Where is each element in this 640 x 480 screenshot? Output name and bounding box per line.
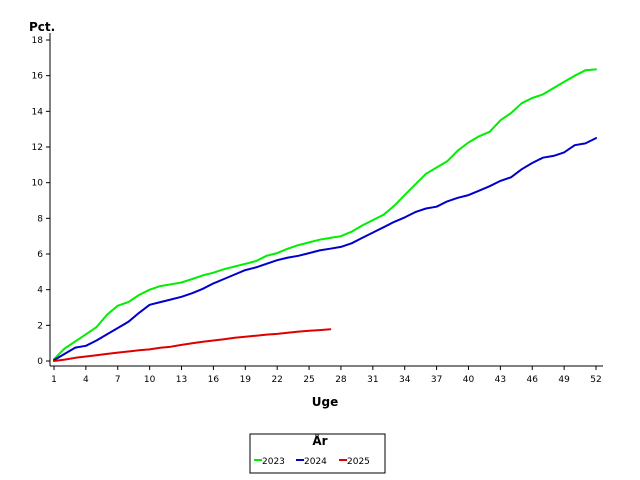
legend-title: År <box>312 433 327 448</box>
x-tick-label: 4 <box>83 375 89 385</box>
x-tick-label: 49 <box>558 375 570 385</box>
x-tick-label: 28 <box>335 375 347 385</box>
series-line-2024 <box>53 137 597 362</box>
x-tick-label: 22 <box>271 375 282 385</box>
x-tick-label: 37 <box>431 375 442 385</box>
plot-frame <box>49 33 603 367</box>
x-tick-label: 13 <box>176 375 187 385</box>
y-tick-label: 4 <box>37 286 43 296</box>
x-tick-label: 46 <box>527 375 539 385</box>
x-tick-label: 34 <box>399 375 411 385</box>
y-axis-ticks: 0 2 4 6 8 10 12 14 16 18 <box>32 36 50 367</box>
y-tick-label: 16 <box>32 72 44 82</box>
legend-box <box>249 433 386 474</box>
y-tick-label: 18 <box>32 36 44 46</box>
y-axis-title: Pct. <box>29 20 55 34</box>
x-axis-title: Uge <box>312 395 338 409</box>
x-tick-label: 10 <box>144 375 156 385</box>
x-tick-label: 19 <box>240 375 252 385</box>
x-tick-label: 40 <box>463 375 475 385</box>
x-tick-label: 7 <box>115 375 121 385</box>
y-tick-label: 0 <box>37 357 43 367</box>
x-tick-label: 25 <box>303 375 314 385</box>
x-tick-label: 31 <box>367 375 378 385</box>
x-axis-ticks: 1 4 7 10 13 16 19 22 25 28 31 34 37 40 43 46 49 52 <box>51 366 602 385</box>
x-tick-label: 1 <box>51 375 57 385</box>
x-tick-label: 43 <box>495 375 506 385</box>
series-line-2023 <box>53 68 597 361</box>
y-tick-label: 2 <box>37 321 43 331</box>
y-tick-label: 14 <box>32 107 44 117</box>
legend: År 2023 2024 2025 <box>249 433 386 474</box>
y-tick-label: 10 <box>32 179 44 189</box>
legend-label-2025: 2025 <box>347 457 370 467</box>
series-lines <box>53 68 597 362</box>
y-tick-label: 8 <box>37 214 43 224</box>
series-line-2025 <box>53 328 332 362</box>
legend-label-2024: 2024 <box>304 457 327 467</box>
x-tick-label: 52 <box>590 375 601 385</box>
y-tick-label: 12 <box>32 143 43 153</box>
y-tick-label: 6 <box>37 250 43 260</box>
x-tick-label: 16 <box>208 375 220 385</box>
legend-items: 2023 2024 2025 <box>254 457 370 467</box>
legend-label-2023: 2023 <box>262 457 285 467</box>
